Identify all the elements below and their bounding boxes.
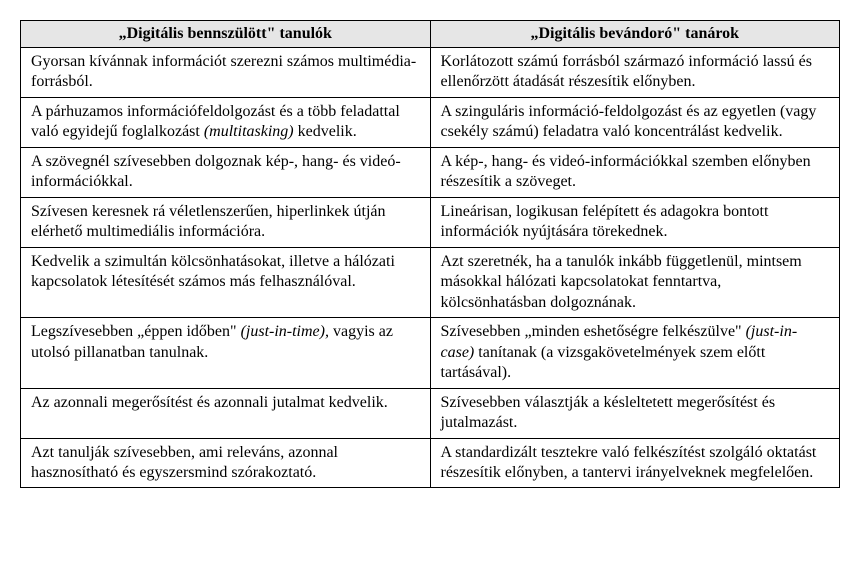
cell-text: Az azonnali megerősítést és azonnali jut… [31, 394, 388, 411]
cell-teacher: A szinguláris információ-feldolgozást és… [430, 97, 840, 147]
table-row: Szívesen keresnek rá véletlenszerűen, hi… [21, 197, 840, 247]
cell-teacher: Szívesebben „minden eshetőségre felkészü… [430, 318, 840, 388]
cell-text-italic: (multitasking) [204, 123, 294, 140]
cell-student: Legszívesebben „éppen időben" (just-in-t… [21, 318, 431, 388]
cell-text: Legszívesebben „éppen időben" [31, 323, 241, 340]
cell-text-italic: (just-in-time), [241, 323, 329, 340]
cell-student: A párhuzamos információfeldolgozást és a… [21, 97, 431, 147]
cell-text: Kedvelik a szimultán kölcsönhatásokat, i… [31, 253, 395, 290]
table-container: „Digitális bennszülött" tanulók „Digitál… [20, 20, 840, 488]
cell-text: kedvelik. [294, 123, 357, 140]
cell-teacher: Azt szeretnék, ha a tanulók inkább függe… [430, 247, 840, 317]
table-row: Az azonnali megerősítést és azonnali jut… [21, 388, 840, 438]
cell-student: Az azonnali megerősítést és azonnali jut… [21, 388, 431, 438]
cell-text: A szinguláris információ-feldolgozást és… [441, 103, 817, 140]
cell-teacher: Lineárisan, logikusan felépített és adag… [430, 197, 840, 247]
cell-text: Szívesebben „minden eshetőségre felkészü… [441, 323, 746, 340]
cell-teacher: Szívesebben választják a késleltetett me… [430, 388, 840, 438]
cell-text: A standardizált tesztekre való felkészít… [441, 444, 817, 481]
cell-text: A kép-, hang- és videó-információkkal sz… [441, 153, 811, 190]
cell-teacher: A standardizált tesztekre való felkészít… [430, 438, 840, 488]
table-row: Legszívesebben „éppen időben" (just-in-t… [21, 318, 840, 388]
table-row: A szövegnél szívesebben dolgoznak kép-, … [21, 147, 840, 197]
cell-text: Lineárisan, logikusan felépített és adag… [441, 203, 769, 240]
table-row: Kedvelik a szimultán kölcsönhatásokat, i… [21, 247, 840, 317]
cell-student: Gyorsan kívánnak információt szerezni sz… [21, 48, 431, 98]
cell-text: Azt tanulják szívesebben, ami releváns, … [31, 444, 338, 481]
cell-text: Gyorsan kívánnak információt szerezni sz… [31, 53, 416, 90]
table-row: Azt tanulják szívesebben, ami releváns, … [21, 438, 840, 488]
cell-text: Szívesebben választják a késleltetett me… [441, 394, 776, 431]
cell-teacher: Korlátozott számú forrásból származó inf… [430, 48, 840, 98]
cell-teacher: A kép-, hang- és videó-információkkal sz… [430, 147, 840, 197]
cell-student: Szívesen keresnek rá véletlenszerűen, hi… [21, 197, 431, 247]
cell-student: A szövegnél szívesebben dolgoznak kép-, … [21, 147, 431, 197]
table-row: Gyorsan kívánnak információt szerezni sz… [21, 48, 840, 98]
cell-text: A szövegnél szívesebben dolgoznak kép-, … [31, 153, 401, 190]
cell-text: Korlátozott számú forrásból származó inf… [441, 53, 812, 90]
table-row: A párhuzamos információfeldolgozást és a… [21, 97, 840, 147]
col-header-teachers: „Digitális bevándoró" tanárok [430, 21, 840, 48]
cell-text: tanítanak (a vizsgakövetelmények szem el… [441, 344, 766, 381]
cell-text: Azt szeretnék, ha a tanulók inkább függe… [441, 253, 802, 311]
comparison-table: „Digitális bennszülött" tanulók „Digitál… [20, 20, 840, 488]
table-header-row: „Digitális bennszülött" tanulók „Digitál… [21, 21, 840, 48]
col-header-students: „Digitális bennszülött" tanulók [21, 21, 431, 48]
cell-text: Szívesen keresnek rá véletlenszerűen, hi… [31, 203, 386, 240]
cell-student: Azt tanulják szívesebben, ami releváns, … [21, 438, 431, 488]
cell-student: Kedvelik a szimultán kölcsönhatásokat, i… [21, 247, 431, 317]
